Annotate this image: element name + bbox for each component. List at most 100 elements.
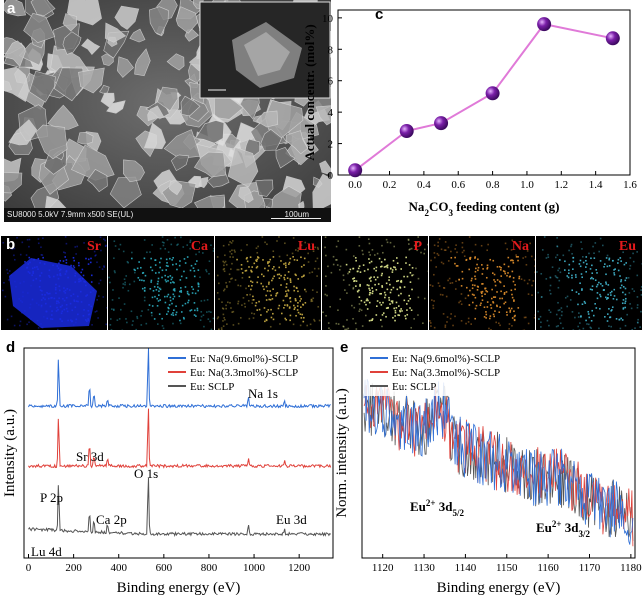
eds-pixel bbox=[636, 304, 639, 306]
eds-pixel bbox=[561, 310, 563, 313]
eds-pixel bbox=[601, 285, 604, 287]
eds-pixel bbox=[248, 317, 251, 320]
eds-pixel bbox=[363, 270, 366, 272]
eds-pixel bbox=[221, 301, 223, 303]
panel-a-letter: a bbox=[7, 0, 16, 17]
eds-pixel bbox=[492, 301, 494, 303]
eds-pixel bbox=[474, 275, 476, 278]
eds-pixel bbox=[299, 295, 301, 298]
eds-pixel bbox=[98, 282, 100, 285]
eds-pixel bbox=[424, 248, 426, 251]
eds-pixel bbox=[474, 243, 477, 246]
eds-pixel bbox=[212, 250, 214, 252]
eds-pixel bbox=[93, 250, 96, 253]
eds-pixel bbox=[103, 238, 105, 241]
eds-pixel bbox=[316, 257, 319, 260]
eds-pixel bbox=[70, 264, 72, 267]
eds-pixel bbox=[631, 328, 634, 330]
eds-pixel bbox=[98, 266, 101, 268]
eds-pixel bbox=[354, 257, 357, 259]
eds-map-texture bbox=[322, 236, 428, 330]
eds-pixel bbox=[581, 303, 584, 305]
eds-pixel bbox=[380, 261, 383, 263]
eds-pixel bbox=[175, 313, 177, 316]
eds-pixel bbox=[579, 265, 582, 268]
eds-pixel bbox=[508, 307, 510, 310]
eds-pixel bbox=[423, 252, 426, 255]
eds-pixel bbox=[244, 305, 247, 308]
eds-pixel bbox=[295, 314, 297, 317]
eds-pixel bbox=[575, 276, 577, 278]
eds-pixel bbox=[571, 274, 573, 277]
eds-pixel bbox=[246, 260, 249, 263]
eds-pixel bbox=[438, 285, 441, 287]
eds-pixel bbox=[307, 252, 309, 255]
eds-pixel bbox=[152, 289, 155, 292]
eds-pixel bbox=[338, 268, 341, 271]
eds-pixel bbox=[167, 310, 170, 313]
eds-pixel bbox=[366, 298, 368, 300]
eds-pixel bbox=[151, 244, 153, 246]
eds-pixel bbox=[274, 269, 277, 272]
eds-pixel bbox=[594, 279, 597, 282]
eds-pixel bbox=[450, 313, 452, 315]
eds-pixel bbox=[461, 246, 464, 249]
eds-pixel bbox=[310, 298, 313, 301]
eds-pixel bbox=[342, 325, 345, 328]
eds-pixel bbox=[471, 284, 474, 286]
eds-pixel bbox=[289, 278, 292, 280]
eds-pixel bbox=[430, 325, 432, 327]
eds-pixel bbox=[577, 303, 579, 306]
eds-pixel bbox=[185, 277, 188, 279]
eds-pixel bbox=[396, 262, 399, 264]
eds-pixel bbox=[640, 294, 642, 296]
eds-pixel bbox=[154, 272, 157, 274]
eds-pixel bbox=[100, 249, 102, 252]
eds-pixel bbox=[384, 294, 387, 296]
eds-pixel bbox=[613, 288, 616, 291]
eds-pixel bbox=[226, 286, 228, 289]
eds-pixel bbox=[106, 307, 107, 309]
eds-pixel bbox=[251, 299, 254, 301]
eds-pixel bbox=[461, 277, 464, 280]
eds-pixel bbox=[515, 256, 518, 258]
eds-pixel bbox=[287, 271, 290, 273]
eds-pixel bbox=[150, 311, 153, 314]
eds-pixel bbox=[559, 317, 561, 320]
eds-pixel bbox=[289, 279, 292, 282]
x-tick-label: 1160 bbox=[537, 562, 559, 574]
eds-pixel bbox=[325, 314, 327, 317]
eds-pixel bbox=[260, 273, 263, 276]
eds-map-na: Na bbox=[429, 236, 535, 330]
eds-pixel bbox=[267, 309, 270, 311]
eds-pixel bbox=[272, 288, 274, 290]
eds-pixel bbox=[304, 241, 307, 244]
eds-pixel bbox=[601, 244, 604, 247]
eds-pixel bbox=[546, 319, 549, 322]
legend-label: Eu: Na(3.3mol%)-SCLP bbox=[392, 367, 500, 379]
eds-pixel bbox=[285, 283, 288, 285]
eds-pixel bbox=[143, 239, 146, 241]
eds-pixel bbox=[386, 241, 389, 244]
eds-pixel bbox=[179, 322, 182, 325]
eds-pixel bbox=[173, 289, 176, 292]
eds-pixel bbox=[480, 291, 483, 293]
x-tick-label: 1200 bbox=[288, 562, 311, 574]
eds-pixel bbox=[1, 289, 4, 292]
eds-pixel bbox=[263, 307, 266, 309]
eds-pixel bbox=[283, 263, 285, 265]
eds-pixel bbox=[538, 318, 540, 320]
eds-pixel bbox=[133, 280, 136, 283]
eds-pixel bbox=[116, 319, 119, 321]
eds-pixel bbox=[394, 315, 396, 317]
eds-element-label: Ca bbox=[190, 239, 208, 254]
eds-pixel bbox=[271, 298, 274, 300]
eds-pixel bbox=[503, 285, 505, 287]
eds-pixel bbox=[160, 257, 162, 260]
eds-pixel bbox=[382, 312, 385, 314]
eds-pixel bbox=[491, 272, 494, 274]
eds-pixel bbox=[625, 277, 628, 279]
eds-pixel bbox=[202, 252, 204, 254]
eds-pixel bbox=[430, 259, 432, 262]
eds-pixel bbox=[636, 296, 639, 298]
